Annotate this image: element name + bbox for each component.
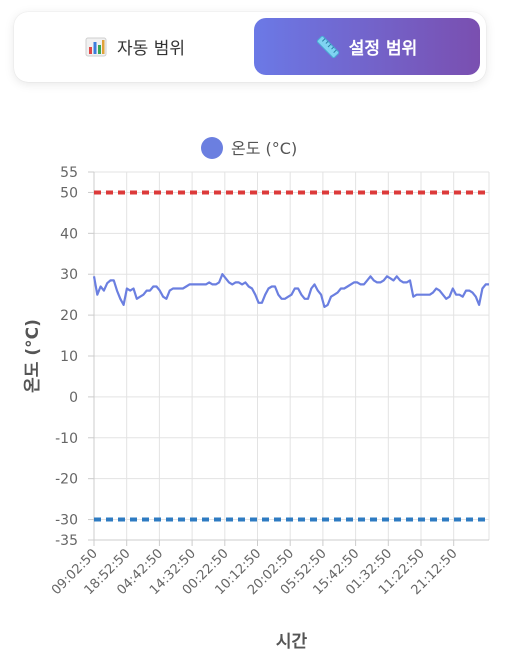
y-axis-title: 온도 (°C) xyxy=(23,319,43,393)
x-axis-title: 시간 xyxy=(276,632,308,652)
temperature-series-line xyxy=(92,273,489,308)
y-tick-label: 30 xyxy=(60,267,78,283)
temperature-chart: -35 -30 -20 -10 0 10 20 30 40 50 55 09:02:50 18:52:5… xyxy=(0,124,513,664)
y-tick-label: -30 xyxy=(55,513,78,529)
y-tick-label: 10 xyxy=(60,349,78,365)
auto-range-label: 자동 범위 xyxy=(117,39,185,59)
auto-range-button[interactable]: 자동 범위 xyxy=(22,18,248,75)
manual-range-button[interactable]: 설정 범위 xyxy=(254,18,480,75)
y-tick-label: 0 xyxy=(69,390,78,406)
y-tick-label: -35 xyxy=(55,533,78,549)
y-tick-label: 50 xyxy=(60,185,78,201)
y-tick-label: 55 xyxy=(60,165,78,181)
y-tick-label: -20 xyxy=(55,472,78,488)
ruler-icon xyxy=(316,35,339,58)
legend-label: 온도 (°C) xyxy=(231,139,297,158)
range-mode-toggle: 자동 범위 설정 범위 xyxy=(14,12,486,82)
y-tick-label: -10 xyxy=(55,431,78,447)
legend-marker xyxy=(201,137,223,159)
bar-chart-icon xyxy=(85,37,107,56)
y-tick-label: 20 xyxy=(60,308,78,324)
temperature-line-chart: -35-30-20-10010203040505509:02:5018:52:5… xyxy=(23,137,490,652)
y-tick-label: 40 xyxy=(60,226,78,242)
manual-range-label: 설정 범위 xyxy=(348,39,418,59)
